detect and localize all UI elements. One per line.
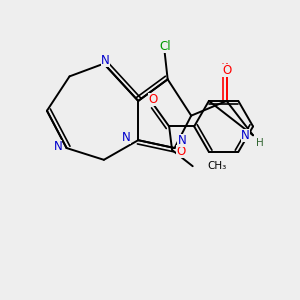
Text: Cl: Cl — [159, 40, 170, 53]
Text: N: N — [242, 129, 250, 142]
Text: O: O — [176, 145, 185, 158]
Text: N: N — [53, 140, 62, 153]
Text: N: N — [178, 134, 186, 147]
Text: N: N — [122, 131, 131, 144]
Text: H: H — [256, 138, 264, 148]
Text: O: O — [148, 93, 158, 106]
Text: O: O — [222, 64, 231, 77]
Text: N: N — [101, 54, 110, 67]
Text: CH₃: CH₃ — [207, 161, 227, 171]
